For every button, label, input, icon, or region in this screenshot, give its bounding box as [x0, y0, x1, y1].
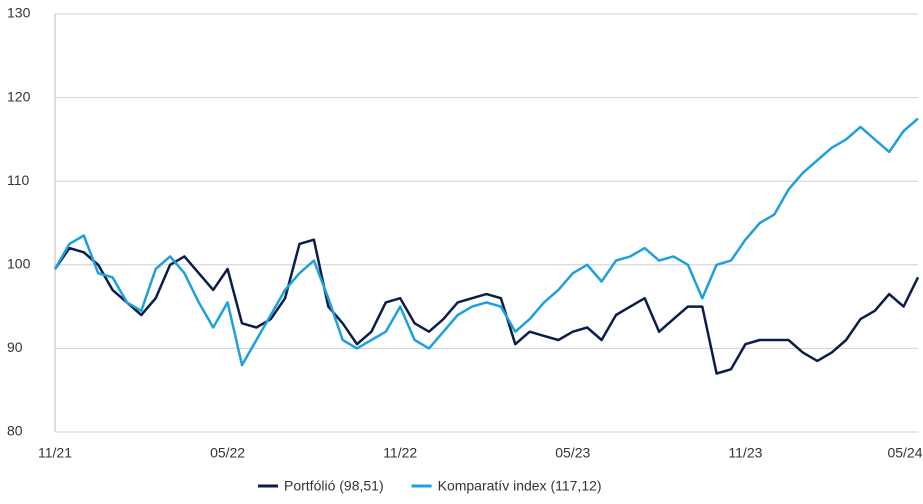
x-tick-label: 11/23 [728, 445, 762, 461]
y-tick-label: 80 [7, 423, 23, 439]
legend-label: Komparatív index (117,12) [438, 478, 602, 494]
y-tick-label: 110 [7, 172, 30, 188]
x-tick-label: 11/22 [383, 445, 417, 461]
x-tick-label: 05/24 [887, 445, 922, 461]
series-line [53, 238, 920, 375]
legend-label: Portfólió (98,51) [284, 478, 384, 494]
y-tick-label: 130 [7, 5, 31, 21]
x-tick-label: 05/23 [555, 445, 590, 461]
y-tick-label: 100 [7, 256, 31, 272]
x-tick-label: 11/21 [38, 445, 72, 461]
series-line [53, 117, 919, 367]
y-tick-label: 90 [7, 339, 23, 355]
y-tick-label: 120 [7, 88, 31, 104]
x-tick-label: 05/22 [210, 445, 245, 461]
